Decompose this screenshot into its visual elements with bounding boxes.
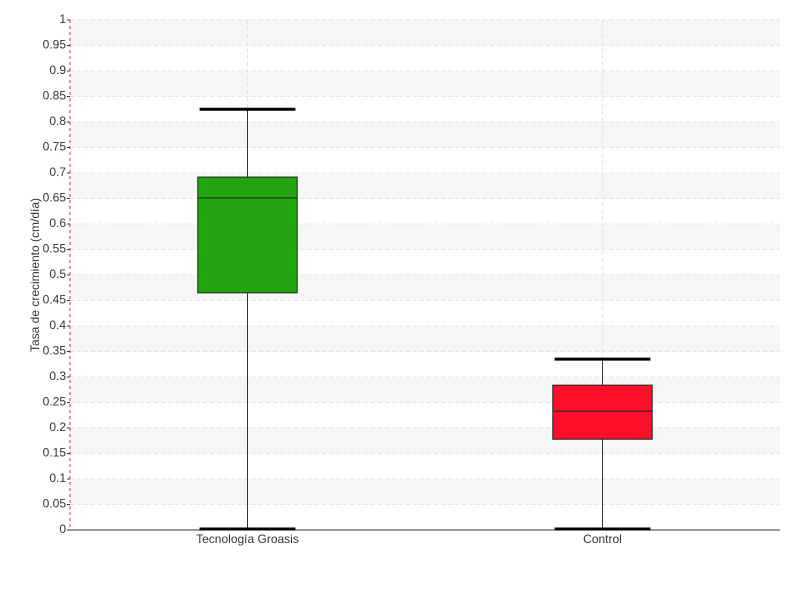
y-tick-label: 0 [59,522,66,536]
grid-band [70,428,780,454]
y-tick-label: 0.4 [49,318,66,332]
grid-band [70,275,780,301]
grid-band [70,326,780,352]
y-tick-label: 0.65 [43,191,67,205]
y-tick-label: 0.9 [49,63,66,77]
grid-band [70,71,780,97]
y-tick-label: 0.45 [43,293,67,307]
grid-band [70,224,780,250]
y-tick-label: 0.5 [49,267,66,281]
y-tick-label: 0.05 [43,497,67,511]
grid-band [70,173,780,199]
grid-band [70,479,780,505]
grid-band [70,122,780,148]
y-tick-label: 0.25 [43,395,67,409]
grid-band [70,377,780,403]
y-tick-label: 1 [59,12,66,26]
y-tick-label: 0.15 [43,446,67,460]
grid-band [70,20,780,46]
y-tick-label: 0.7 [49,165,66,179]
y-tick-label: 0.95 [43,38,67,52]
y-tick-label: 0.1 [49,471,66,485]
y-tick-label: 0.3 [49,369,66,383]
box [197,176,298,294]
y-tick-label: 0.2 [49,420,66,434]
box [552,384,653,440]
y-tick-label: 0.55 [43,242,67,256]
y-tick-label: 0.6 [49,216,66,230]
x-tick-label: Tecnología Groasis [196,532,299,546]
y-axis-label: Tasa de crecimiento (cm/día) [28,198,42,352]
y-tick-label: 0.85 [43,89,67,103]
y-tick-label: 0.75 [43,140,67,154]
y-tick-label: 0.35 [43,344,67,358]
x-tick-label: Control [583,532,622,546]
y-tick-label: 0.8 [49,114,66,128]
